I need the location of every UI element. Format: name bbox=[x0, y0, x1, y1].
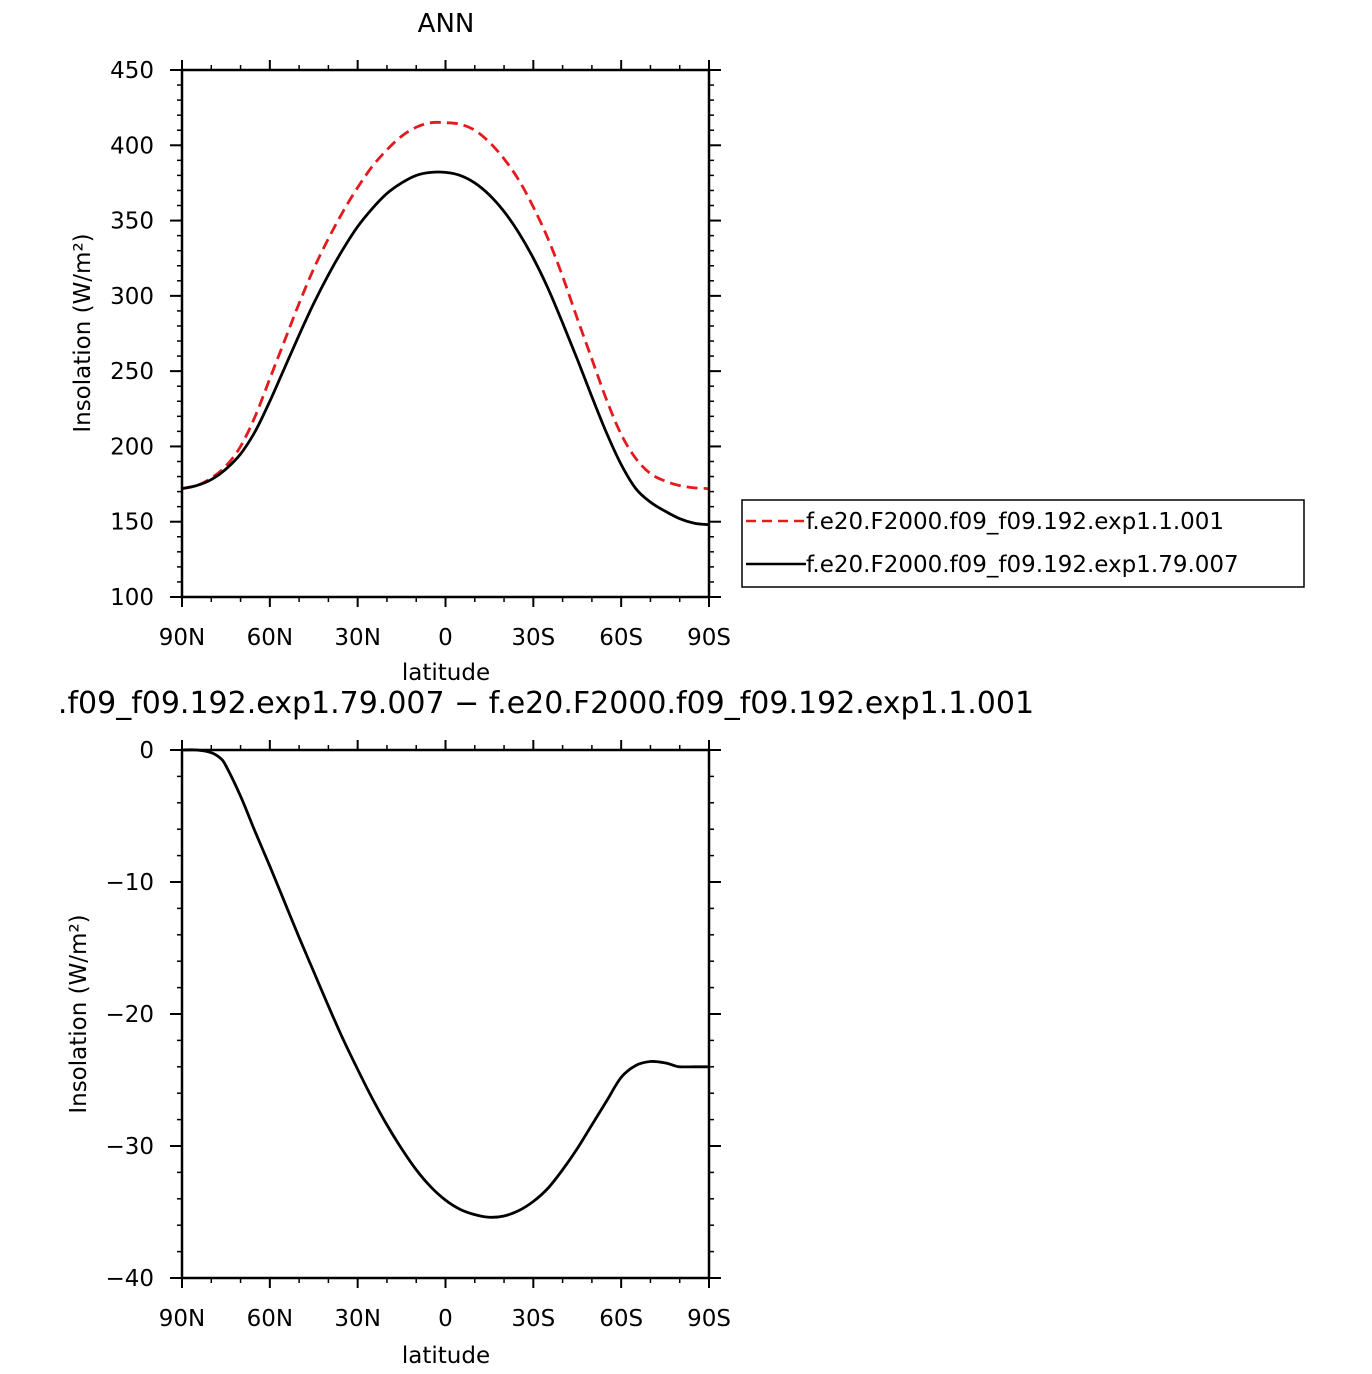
bottom-panel-ylabel: Insolation (W/m²) bbox=[66, 914, 92, 1113]
y-tick-label: 150 bbox=[110, 510, 154, 536]
series-line-1-1 bbox=[181, 120, 710, 490]
x-tick-label: 30N bbox=[334, 625, 380, 651]
series-line-1-2 bbox=[181, 170, 710, 527]
x-tick-label: 90N bbox=[159, 1306, 205, 1332]
top-panel-frame bbox=[180, 68, 711, 599]
series-line-2-1 bbox=[181, 748, 709, 1219]
bottom-panel-ticks: 90N 60N 30N 0 30S 60S 90S 0 −10 −20 −30 −40 bbox=[105, 738, 730, 1332]
y-tick-label: 100 bbox=[110, 585, 154, 611]
x-tick-label: 60S bbox=[599, 1306, 643, 1332]
y-tick-label: 0 bbox=[139, 738, 154, 764]
y-tick-label: −40 bbox=[105, 1266, 154, 1292]
y-tick-label: 350 bbox=[110, 209, 154, 235]
x-tick-label: 60N bbox=[247, 1306, 293, 1332]
bottom-panel-title: .f09_f09.192.exp1.79.007 − f.e20.F2000.f… bbox=[58, 686, 1034, 721]
y-tick-label: −30 bbox=[105, 1134, 154, 1160]
x-tick-label: 0 bbox=[438, 625, 453, 651]
y-tick-label: 200 bbox=[110, 434, 154, 460]
top-panel: ANN latitude Insolation (W/m²) 90N 60N 30N… bbox=[70, 9, 731, 686]
legend-box bbox=[741, 499, 1305, 588]
bottom-panel: .f09_f09.192.exp1.79.007 − f.e20.F2000.f… bbox=[58, 686, 1034, 1369]
top-panel-xlabel: latitude bbox=[402, 660, 490, 686]
legend-label-series-1: f.e20.F2000.f09_f09.192.exp1.1.001 bbox=[806, 509, 1224, 535]
bottom-panel-frame bbox=[180, 748, 711, 1280]
top-panel-ylabel: Insolation (W/m²) bbox=[70, 233, 96, 432]
x-tick-label: 0 bbox=[438, 1306, 453, 1332]
legend-label-series-2: f.e20.F2000.f09_f09.192.exp1.79.007 bbox=[806, 552, 1239, 578]
bottom-panel-xlabel: latitude bbox=[402, 1343, 490, 1369]
x-tick-label: 90S bbox=[687, 625, 731, 651]
x-tick-label: 60N bbox=[247, 625, 293, 651]
x-tick-label: 60S bbox=[599, 625, 643, 651]
x-tick-label: 30S bbox=[511, 1306, 555, 1332]
x-tick-label: 90N bbox=[159, 625, 205, 651]
x-tick-label: 30N bbox=[334, 1306, 380, 1332]
y-tick-label: −20 bbox=[105, 1002, 154, 1028]
x-tick-label: 30S bbox=[511, 625, 555, 651]
top-panel-series bbox=[181, 120, 710, 527]
top-panel-ticks: 90N 60N 30N 0 30S 60S 90S 100 150 200 250 300 350 400… bbox=[110, 58, 731, 651]
bottom-panel-series bbox=[181, 748, 709, 1219]
y-tick-label: 450 bbox=[110, 58, 154, 84]
legend: f.e20.F2000.f09_f09.192.exp1.1.001 f.e20… bbox=[741, 499, 1305, 588]
top-panel-title: ANN bbox=[418, 9, 475, 39]
y-tick-label: −10 bbox=[105, 870, 154, 896]
y-tick-label: 400 bbox=[110, 133, 154, 159]
y-tick-label: 250 bbox=[110, 359, 154, 385]
x-tick-label: 90S bbox=[687, 1306, 731, 1332]
y-tick-label: 300 bbox=[110, 284, 154, 310]
